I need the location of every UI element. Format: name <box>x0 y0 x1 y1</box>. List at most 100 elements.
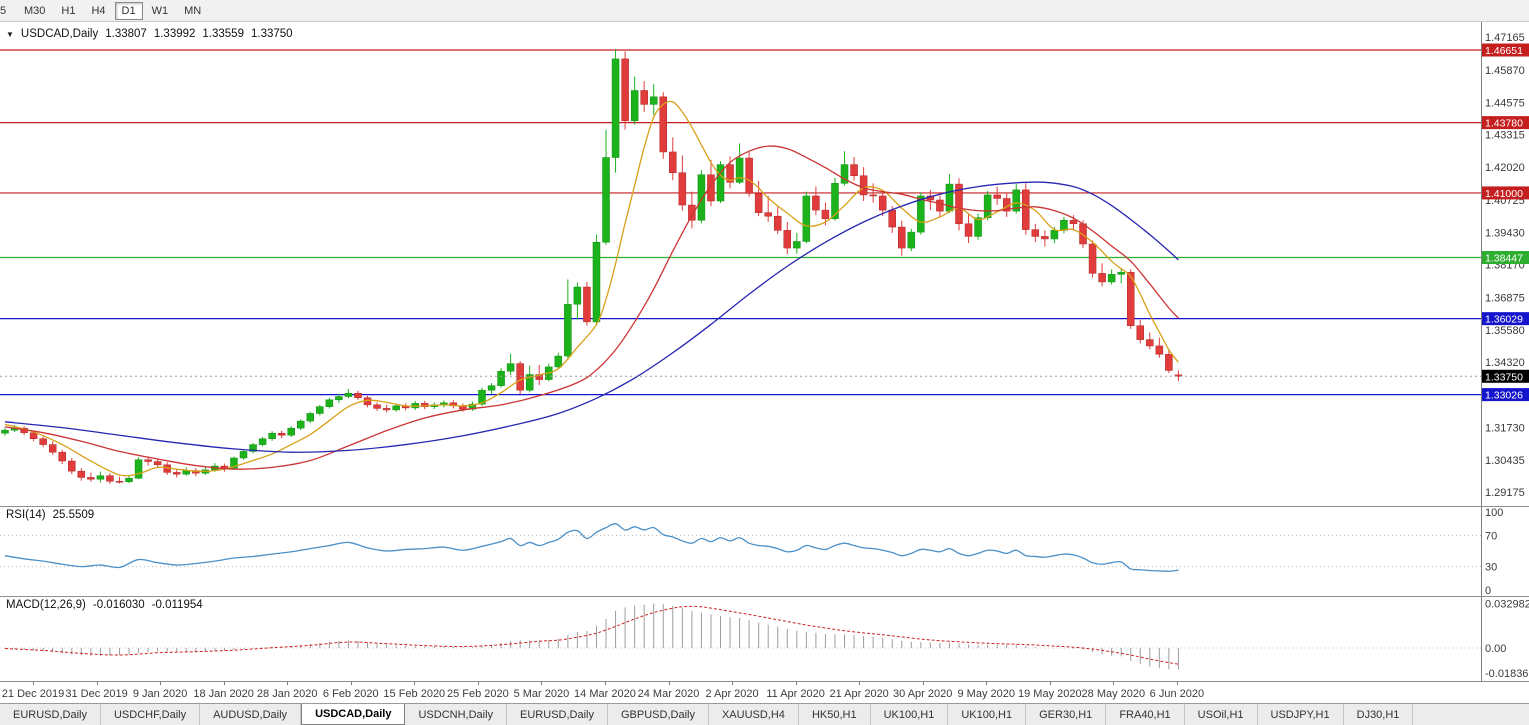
chart-tab-eurusd-daily-5[interactable]: EURUSD,Daily <box>507 704 608 725</box>
date-label: 6 Jun 2020 <box>1149 688 1205 700</box>
svg-text:1.44575: 1.44575 <box>1485 98 1525 110</box>
macd-signal-line <box>4 605 1179 665</box>
horizontal-level-lines <box>0 49 1481 396</box>
chart-tab-usdchf-daily-1[interactable]: USDCHF,Daily <box>101 704 201 725</box>
time-axis-tick <box>33 682 34 685</box>
chart-tab-audusd-daily-2[interactable]: AUDUSD,Daily <box>200 704 302 725</box>
macd-chart-canvas[interactable]: 0.032982 0.00 -0.01836 <box>0 596 1529 681</box>
svg-text:1.38447: 1.38447 <box>1485 252 1523 264</box>
chart-tab-uk100-h1-9[interactable]: UK100,H1 <box>871 704 949 725</box>
price-level-badge: 1.38447 <box>1482 250 1529 264</box>
rsi-chart-canvas[interactable]: 100 70 30 0 <box>0 506 1529 596</box>
date-label: 15 Feb 2020 <box>383 688 446 700</box>
svg-text:1.47165: 1.47165 <box>1485 32 1525 44</box>
price-chart-canvas[interactable]: 1.471651.458701.445751.433151.420201.407… <box>0 22 1529 506</box>
ma-fast-line <box>4 100 1179 477</box>
svg-text:1.42020: 1.42020 <box>1485 162 1525 174</box>
timeframe-button-m30[interactable]: M30 <box>24 4 46 17</box>
svg-text:1.31730: 1.31730 <box>1485 422 1525 434</box>
date-label: 30 Apr 2020 <box>893 688 953 700</box>
svg-text:-0.01836: -0.01836 <box>1485 668 1528 680</box>
rsi-axis-labels: 100 70 30 0 <box>1485 507 1503 596</box>
price-level-badge: 1.33026 <box>1482 388 1529 402</box>
date-label: 24 Mar 2020 <box>637 688 700 700</box>
current-price-badge: 1.33750 <box>1482 369 1529 383</box>
timeframe-toolbar: 5 M30 H1 H4 D1 W1 MN <box>0 0 1529 22</box>
svg-text:0.032982: 0.032982 <box>1485 598 1529 610</box>
svg-text:0.00: 0.00 <box>1485 643 1506 655</box>
date-label: 21 Apr 2020 <box>829 688 889 700</box>
macd-axis-labels: 0.032982 0.00 -0.01836 <box>1485 598 1529 679</box>
svg-text:1.30435: 1.30435 <box>1485 455 1525 467</box>
time-axis-tick <box>922 682 924 685</box>
svg-text:1.39430: 1.39430 <box>1485 228 1525 240</box>
date-label: 19 May 2020 <box>1017 688 1082 700</box>
price-chart-panel[interactable]: 1.47165 1.45870 1.44575 1.43315 1.42020 1.407… <box>0 22 1529 506</box>
ma-slow-line <box>4 181 1179 453</box>
time-axis[interactable]: 21 Dec 2019 31 Dec 2019 9 Jan 2020 18 Jan 2… <box>0 681 1529 703</box>
time-axis-tick <box>1049 682 1051 685</box>
chart-tab-gbpusd-daily-6[interactable]: GBPUSD,Daily <box>608 704 709 725</box>
time-axis-tick <box>795 682 797 685</box>
date-label: 2 Apr 2020 <box>705 688 759 700</box>
svg-text:1.34320: 1.34320 <box>1485 357 1525 369</box>
svg-text:1.35580: 1.35580 <box>1485 325 1525 337</box>
svg-text:1.46651: 1.46651 <box>1485 45 1523 57</box>
date-label: 31 Dec 2019 <box>65 688 128 700</box>
time-axis-tick <box>986 682 988 685</box>
chart-tab-usoil-h1-13[interactable]: USOil,H1 <box>1185 704 1258 725</box>
svg-text:1.41000: 1.41000 <box>1485 188 1523 200</box>
chart-tab-ger30-h1-11[interactable]: GER30,H1 <box>1026 704 1107 725</box>
timeframe-button-mn[interactable]: MN <box>184 4 202 17</box>
timeframe-button-h1[interactable]: H1 <box>61 4 76 17</box>
price-level-badge: 1.36029 <box>1482 312 1529 326</box>
ma-mid-line <box>4 145 1179 470</box>
price-level-badge: 1.43780 <box>1482 116 1529 130</box>
chart-tab-uk100-h1-10[interactable]: UK100,H1 <box>948 704 1027 725</box>
time-axis-tick <box>96 682 98 685</box>
time-axis-tick <box>287 682 289 685</box>
date-label: 9 May 2020 <box>957 688 1015 700</box>
svg-text:1.36875: 1.36875 <box>1485 292 1525 304</box>
date-label: 6 Feb 2020 <box>322 688 379 700</box>
timeframe-button-d1[interactable]: D1 <box>114 1 143 20</box>
svg-text:1.33750: 1.33750 <box>1485 371 1523 383</box>
time-axis-tick <box>350 682 352 685</box>
timeframe-button-h4[interactable]: H4 <box>91 4 106 17</box>
macd-histogram <box>4 603 1179 670</box>
svg-text:1.29175: 1.29175 <box>1485 487 1525 499</box>
date-label: 5 Mar 2020 <box>513 688 570 700</box>
chart-tab-hk50-h1-8[interactable]: HK50,H1 <box>799 704 871 725</box>
chart-tab-usdjpy-h1-14[interactable]: USDJPY,H1 <box>1258 704 1344 725</box>
chart-tab-fra40-h1-12[interactable]: FRA40,H1 <box>1106 704 1185 725</box>
time-axis-tick <box>1113 682 1115 685</box>
date-label: 18 Jan 2020 <box>193 688 254 700</box>
date-label: 11 Apr 2020 <box>766 688 825 700</box>
svg-text:0: 0 <box>1485 585 1491 596</box>
svg-text:1.33026: 1.33026 <box>1485 390 1523 402</box>
date-label: 14 Mar 2020 <box>574 688 636 700</box>
timeframe-button-w1[interactable]: W1 <box>151 4 169 17</box>
chart-tab-dj30-h1-15[interactable]: DJ30,H1 <box>1344 704 1414 725</box>
time-axis-tick <box>160 682 162 685</box>
timeframe-button-5[interactable]: 5 <box>0 4 7 17</box>
time-axis-tick <box>732 682 734 685</box>
chart-tabs-bar: EURUSD,Daily USDCHF,Daily AUDUSD,Daily USDC… <box>0 703 1529 725</box>
date-label: 21 Dec 2019 <box>1 688 65 700</box>
time-axis-tick <box>477 682 479 685</box>
svg-text:1.45870: 1.45870 <box>1485 65 1525 77</box>
svg-text:70: 70 <box>1485 530 1497 542</box>
macd-panel[interactable]: 0.032982 0.00 -0.01836 MACD(12,26,9) -0.01… <box>0 596 1529 681</box>
rsi-panel[interactable]: 100 70 30 0 RSI(14) 25.5509 <box>0 506 1529 596</box>
chart-tab-eurusd-daily-0[interactable]: EURUSD,Daily <box>0 704 101 725</box>
price-level-badge: 1.41000 <box>1482 186 1529 200</box>
time-axis-tick <box>859 682 861 685</box>
date-label: 28 Jan 2020 <box>256 688 318 700</box>
date-label: 9 Jan 2020 <box>132 688 188 700</box>
time-axis-tick <box>541 682 543 685</box>
time-axis-tick <box>414 682 416 685</box>
chart-tab-usdcnh-daily-4[interactable]: USDCNH,Daily <box>405 704 508 725</box>
chart-tab-xauusd-h4-7[interactable]: XAUUSD,H4 <box>709 704 799 725</box>
chart-tab-usdcad-daily-3[interactable]: USDCAD,Daily <box>301 704 406 725</box>
